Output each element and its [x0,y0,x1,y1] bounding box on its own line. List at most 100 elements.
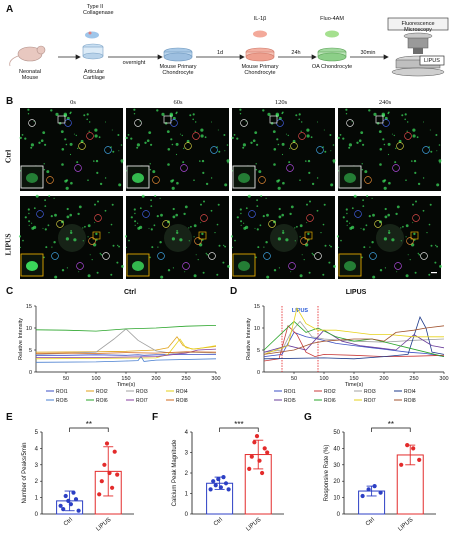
cell-spot [405,274,409,278]
roi-circle [28,119,36,127]
cell-spot [434,261,437,264]
cell-spot [184,205,188,209]
cell-spot [223,244,225,247]
cell-spot [330,150,332,152]
cell-spot [190,225,192,228]
cell-spot [272,130,276,133]
cell-spot [379,148,383,151]
cell-spot [182,161,185,164]
cell-spot [172,267,174,269]
cell-spot [78,271,80,273]
cell-spot [371,241,374,244]
cell-spot [362,228,365,231]
cell-spot [320,232,322,234]
cell-spot [125,246,127,248]
cell-spot [428,273,431,276]
cell-spot [417,182,421,186]
y-tick-label: 10 [26,326,32,332]
cell-spot [281,213,284,217]
cell-spot [87,179,89,181]
cell-spot [281,153,284,156]
x-axis-label: Time(s) [117,382,136,388]
cell-spot [306,203,308,206]
data-point [107,470,112,476]
cell-spot [332,144,335,146]
y-axis-label: Number of Peaks/5min [22,442,28,503]
cell-spot [311,182,315,186]
cell-spot [240,224,242,226]
roi-circle [184,142,192,150]
cell-spot [137,222,139,224]
significance-bracket [371,427,411,432]
roi-circle [263,252,271,260]
cell-spot [75,134,77,137]
cell-spot [202,271,205,274]
data-point [260,470,265,476]
cell-spot [55,112,59,116]
series-line-roi4 [35,338,217,360]
y-tick-label: 1 [185,492,189,498]
arrow-label-overnight: overnight [122,60,146,66]
cell-spot [82,240,84,242]
cell-spot [183,147,185,150]
cell-spot [256,228,259,231]
cell-spot [245,121,247,123]
zoom-cell [344,261,356,271]
cell-spot [278,267,280,269]
cell-spot [263,246,265,248]
legend-label: ROI8 [176,398,188,404]
cell-spot [44,228,47,231]
chart-c-title: Ctrl [123,289,137,296]
cell-spot [396,205,400,209]
roi-circle [88,237,96,245]
scale-bar [431,272,437,274]
cell-spot [307,159,311,163]
roi-circle [78,142,86,150]
cell-spot [65,237,69,241]
micrograph-r1-c3 [336,194,442,279]
cell-spot [436,245,438,248]
cell-spot [278,116,282,120]
cell-spot [194,130,196,132]
cell-spot [361,169,364,171]
cell-spot [311,252,313,255]
significance-bracket [219,427,259,432]
cell-spot [44,143,47,146]
legend-label: ROI2 [96,389,108,395]
cell-spot [63,112,67,116]
cell-spot [400,240,402,242]
data-point [216,477,221,482]
cell-spot [100,253,103,256]
cell-spot [402,225,404,228]
roi-circle [56,220,64,228]
cell-spot [224,183,228,187]
micrograph-r1-c0 [18,194,124,279]
cell-spot [33,225,37,229]
series-line-roi6 [35,325,217,332]
cell-spot [351,225,355,229]
roi-circle [200,214,208,222]
data-point [73,497,79,502]
cell-spot [236,216,239,219]
cell-spot [388,181,391,185]
cell-spot [172,116,176,120]
arrow-label-24h: 24h [291,50,301,56]
cell-spot [108,232,110,234]
roi-circle [182,262,190,270]
cell-spot [156,109,159,112]
cell-spot [205,182,209,186]
cell-spot [42,227,44,229]
cell-spot [160,213,163,217]
cell-spot [149,256,151,259]
roi-circle [208,252,216,260]
y-axis-label: Relative Intensity [246,318,252,360]
data-point [411,446,416,451]
cell-spot [19,246,21,248]
cell-spot [121,265,124,268]
cell-spot [333,162,335,164]
cell-spot [345,208,348,211]
series-line-roi3 [35,328,217,355]
chart-f: 0 1 2 3 4 Calcium Peak Magnitude Ctrl LIPUS *** [172,420,284,533]
data-point [226,487,231,492]
cell-spot [265,197,267,199]
